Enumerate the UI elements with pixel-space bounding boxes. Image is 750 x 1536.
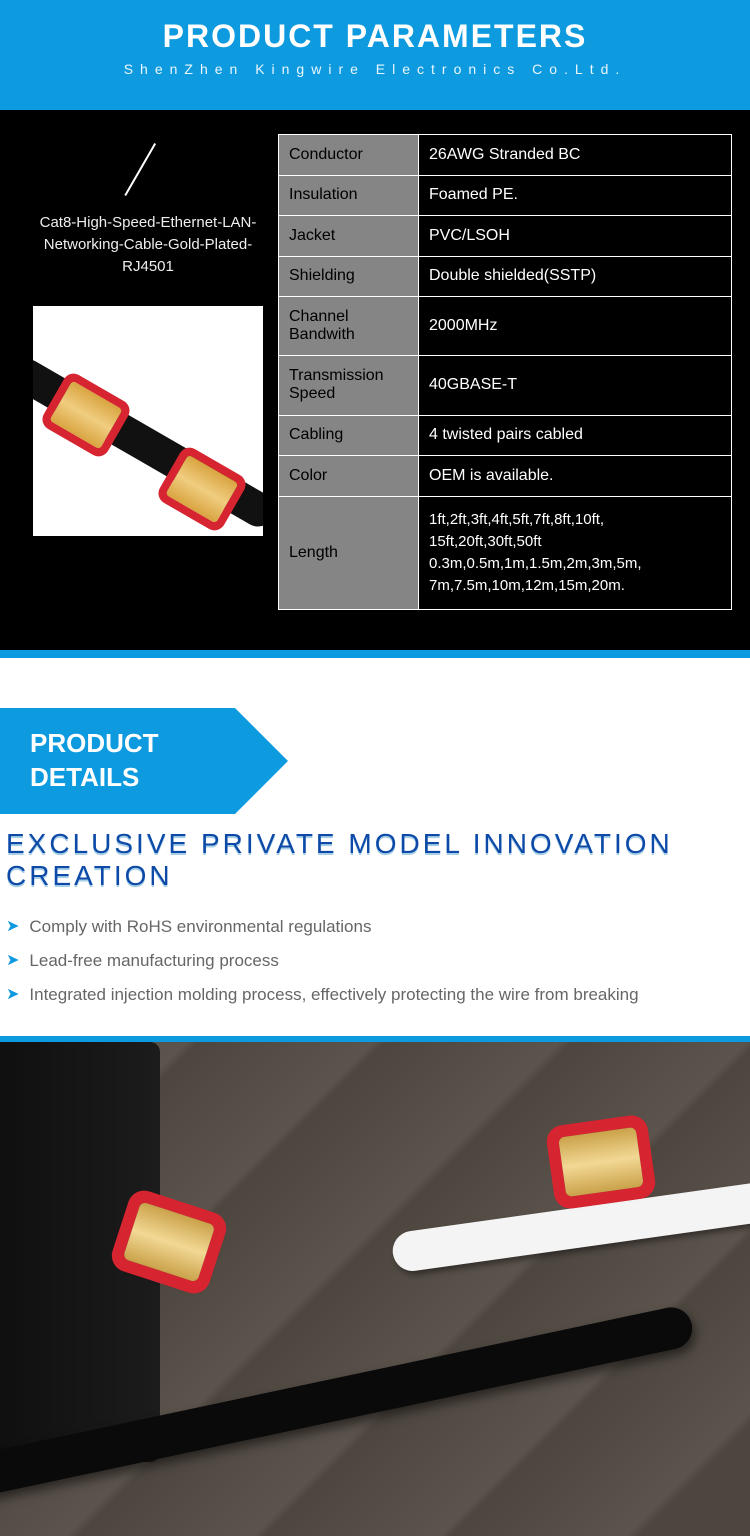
header-banner: PRODUCT PARAMETERS ShenZhen Kingwire Ele… (0, 0, 750, 110)
table-row: Length1ft,2ft,3ft,4ft,5ft,7ft,8ft,10ft, … (279, 496, 732, 609)
table-row: Conductor26AWG Stranded BC (279, 135, 732, 176)
spec-table: Conductor26AWG Stranded BCInsulationFoam… (278, 134, 732, 610)
feature-list: Comply with RoHS environmental regulatio… (0, 892, 750, 1036)
details-tab: PRODUCT DETAILS (0, 708, 235, 814)
page-title: PRODUCT PARAMETERS (0, 18, 750, 55)
list-item: Lead-free manufacturing process (6, 944, 744, 978)
connector-icon (558, 1127, 644, 1197)
spec-label: Length (279, 496, 419, 609)
table-row: ColorOEM is available. (279, 456, 732, 497)
table-row: Cabling4 twisted pairs cabled (279, 415, 732, 456)
spec-value: 4 twisted pairs cabled (419, 415, 732, 456)
spec-value: 40GBASE-T (419, 356, 732, 415)
product-photo (0, 1036, 750, 1536)
spec-value: Double shielded(SSTP) (419, 256, 732, 297)
spec-section: Cat8-High-Speed-Ethernet-LAN-Networking-… (0, 110, 750, 650)
details-section: PRODUCT DETAILS (0, 658, 750, 828)
spec-label: Channel Bandwith (279, 297, 419, 356)
table-row: Transmission Speed40GBASE-T (279, 356, 732, 415)
table-row: Channel Bandwith2000MHz (279, 297, 732, 356)
details-tab-line1: PRODUCT (30, 726, 235, 760)
spec-label: Insulation (279, 175, 419, 216)
table-row: InsulationFoamed PE. (279, 175, 732, 216)
spec-label: Conductor (279, 135, 419, 176)
table-row: JacketPVC/LSOH (279, 216, 732, 257)
cable-icon (33, 353, 263, 532)
spec-label: Jacket (279, 216, 419, 257)
details-tab-line2: DETAILS (30, 760, 235, 794)
product-column: Cat8-High-Speed-Ethernet-LAN-Networking-… (18, 134, 278, 610)
spec-label: Color (279, 456, 419, 497)
slogan-heading: EXCLUSIVE PRIVATE MODEL INNOVATION CREAT… (0, 828, 750, 892)
list-item: Comply with RoHS environmental regulatio… (6, 910, 744, 944)
spec-value: Foamed PE. (419, 175, 732, 216)
spec-value: 26AWG Stranded BC (419, 135, 732, 176)
spec-value: OEM is available. (419, 456, 732, 497)
spec-label: Shielding (279, 256, 419, 297)
company-subtitle: ShenZhen Kingwire Electronics Co.Ltd. (0, 61, 750, 77)
product-name: Cat8-High-Speed-Ethernet-LAN-Networking-… (26, 212, 270, 278)
divider-bar (0, 650, 750, 658)
list-item: Integrated injection molding process, ef… (6, 978, 744, 1012)
spec-value: 1ft,2ft,3ft,4ft,5ft,7ft,8ft,10ft, 15ft,2… (419, 496, 732, 609)
spec-label: Transmission Speed (279, 356, 419, 415)
pointer-line-icon (124, 143, 171, 205)
spec-value: 2000MHz (419, 297, 732, 356)
table-row: ShieldingDouble shielded(SSTP) (279, 256, 732, 297)
spec-value: PVC/LSOH (419, 216, 732, 257)
spec-label: Cabling (279, 415, 419, 456)
product-image (33, 306, 263, 536)
